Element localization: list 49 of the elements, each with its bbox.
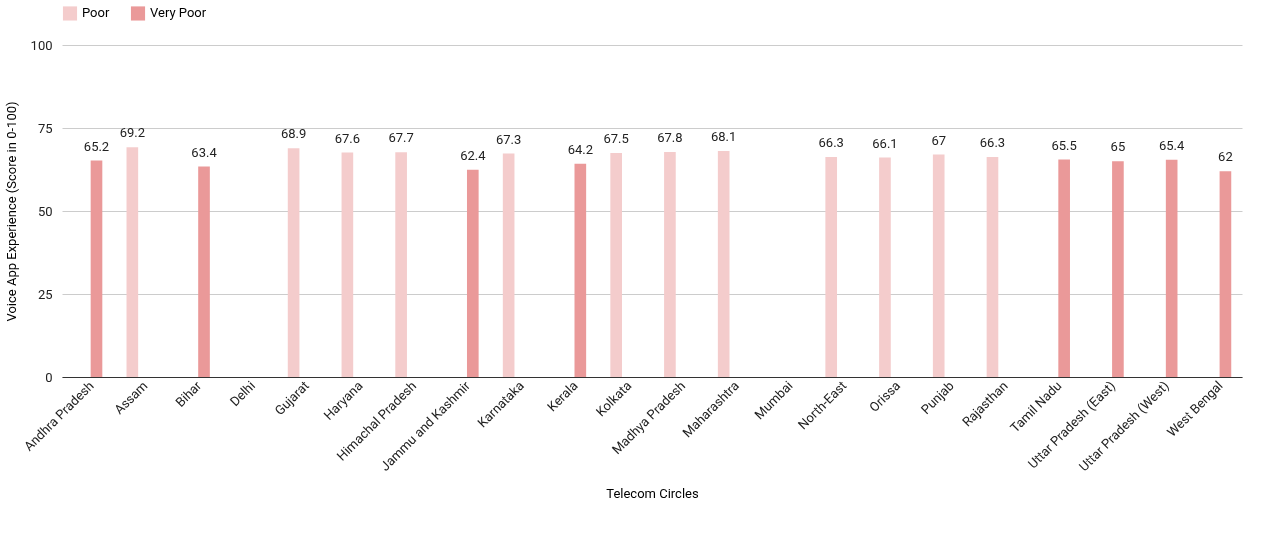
bar: [502, 153, 515, 377]
bar: [466, 169, 479, 377]
bar: [932, 154, 945, 377]
data-label: 68.1: [711, 128, 737, 144]
data-label: 65.2: [83, 138, 110, 154]
data-label: 65.5: [1051, 137, 1077, 153]
data-label: 67: [931, 132, 947, 148]
bar: [717, 150, 730, 377]
data-label: 67.6: [334, 130, 361, 146]
data-label: 67.8: [657, 129, 683, 145]
bar: [90, 160, 103, 377]
data-label: 66.3: [979, 134, 1006, 150]
bar: [395, 152, 407, 377]
data-label: 69.2: [119, 125, 146, 141]
bar: [1219, 171, 1232, 377]
data-label: 65: [1110, 139, 1126, 155]
bar: [610, 152, 622, 377]
bar: [574, 163, 587, 377]
data-label: 66.3: [818, 134, 844, 150]
data-label: 68.9: [280, 126, 307, 142]
bar: [341, 152, 354, 377]
bar: [664, 151, 676, 377]
y-tick-label: 100: [30, 37, 53, 53]
data-label: 67.7: [388, 130, 414, 146]
bar: [1165, 159, 1178, 377]
bar: [986, 156, 999, 377]
bar: [879, 157, 891, 377]
y-tick-label: 0: [45, 369, 53, 385]
y-tick-label: 75: [37, 120, 53, 136]
bar: [198, 166, 210, 377]
legend-label: Very Poor: [150, 5, 207, 21]
data-label: 66.1: [872, 135, 898, 151]
y-tick-label: 50: [37, 203, 53, 219]
data-label: 62.4: [460, 147, 487, 163]
bar: [126, 147, 139, 377]
y-axis-title: Voice App Experience (Score in 0-100): [3, 101, 19, 322]
data-label: 64.2: [567, 141, 593, 157]
bar: [1058, 159, 1070, 377]
data-label: 67.5: [603, 130, 629, 146]
x-axis-title: Telecom Circles: [606, 486, 699, 502]
bar: [1112, 161, 1124, 377]
bar: [287, 148, 300, 377]
data-label: 65.4: [1158, 137, 1186, 153]
data-label: 67.3: [495, 131, 522, 147]
legend-label: Poor: [82, 5, 110, 21]
data-label: 62: [1218, 149, 1233, 165]
bar: [825, 156, 838, 377]
data-label: 63.4: [191, 144, 218, 160]
y-tick-label: 25: [37, 286, 53, 302]
